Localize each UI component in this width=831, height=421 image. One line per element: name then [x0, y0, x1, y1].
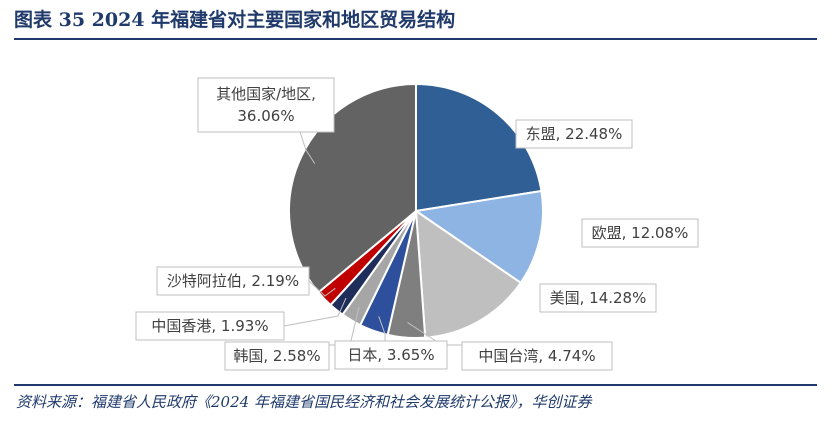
leader-line-7 — [283, 297, 347, 327]
data-label-box-8 — [156, 266, 310, 296]
data-label-8: 沙特阿拉伯, 2.19% — [167, 272, 299, 290]
source-rule — [14, 384, 817, 386]
data-label-box-9 — [197, 77, 335, 133]
data-label-box-3 — [539, 283, 657, 313]
leader-line-9 — [299, 131, 316, 164]
data-label-6: 韩国, 2.58% — [233, 347, 320, 365]
pie-slice-9 — [288, 82, 417, 294]
pie-slice-3 — [414, 209, 523, 339]
data-label-box-6 — [224, 341, 330, 371]
pie-chart: 东盟, 22.48% 欧盟, 12.08% 美国, 14.28% 中国台湾, 4.74… — [135, 77, 699, 371]
title-rule — [14, 38, 817, 40]
leader-line-8 — [308, 280, 336, 297]
data-label-5: 日本, 3.65% — [347, 346, 434, 364]
data-label-box-2 — [581, 218, 699, 248]
leader-line-5 — [378, 316, 386, 341]
source-note: 资料来源：福建省人民政府《2024 年福建省国民经济和社会发展统计公报》，华创证… — [16, 393, 592, 411]
data-label-3: 美国, 14.28% — [550, 289, 647, 307]
pie-slice-2 — [413, 189, 544, 285]
data-label-9: 其他国家/地区, 36.06% — [216, 85, 316, 125]
data-label-1: 东盟, 22.48% — [526, 125, 623, 143]
data-label-box-1 — [515, 119, 633, 149]
figure-title: 图表 35 2024 年福建省对主要国家和地区贸易结构 — [14, 9, 456, 31]
pie-slice-1 — [415, 82, 543, 213]
data-label-2: 欧盟, 12.08% — [592, 224, 689, 242]
data-label-box-7 — [135, 311, 285, 341]
data-label-box-5 — [334, 340, 448, 370]
data-label-box-4 — [461, 341, 613, 371]
data-label-7: 中国香港, 1.93% — [151, 317, 268, 335]
data-label-4: 中国台湾, 4.74% — [478, 347, 595, 365]
